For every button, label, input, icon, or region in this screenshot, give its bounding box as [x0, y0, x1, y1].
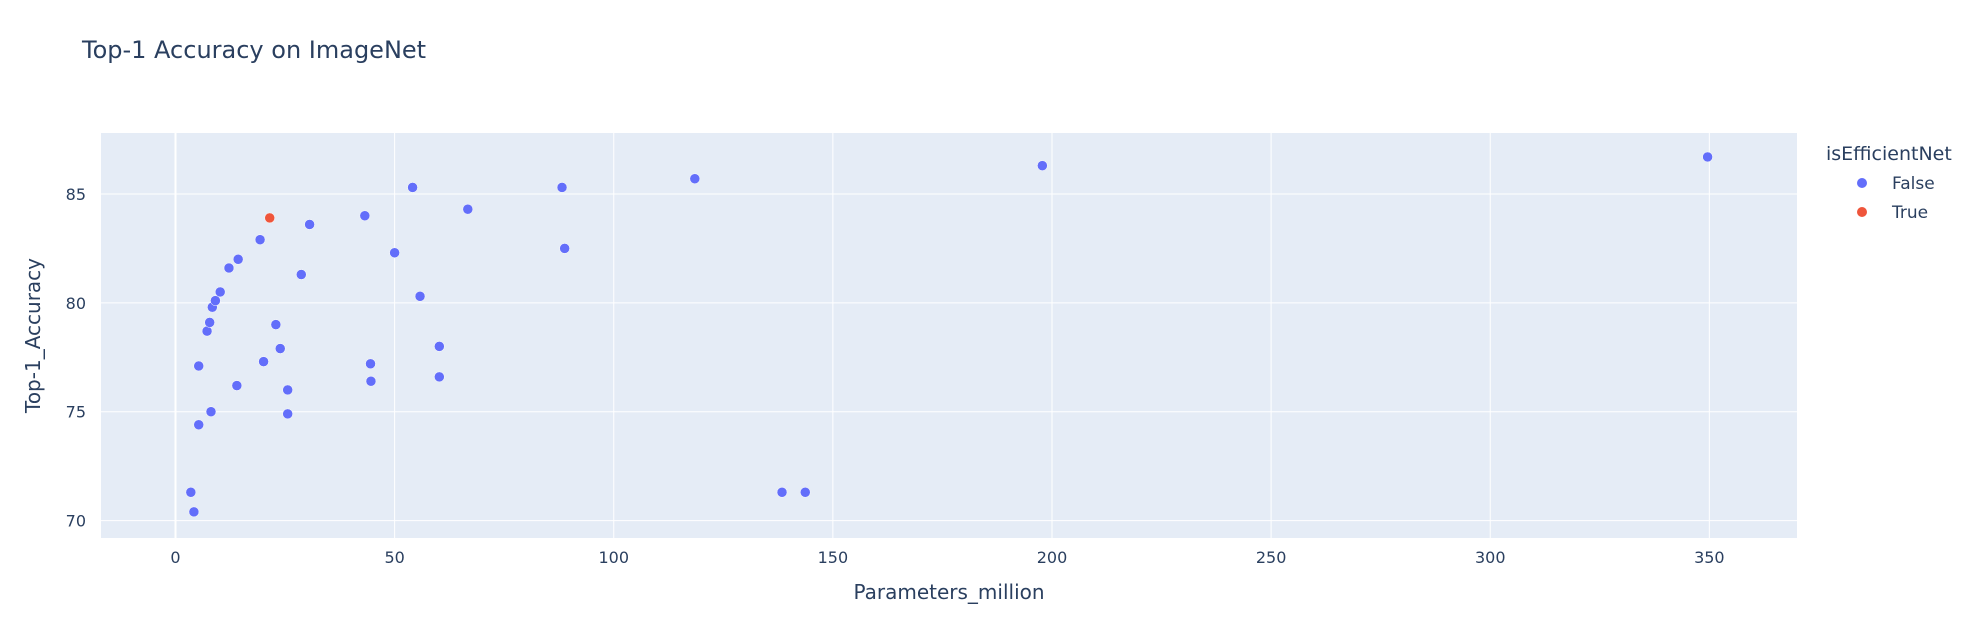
plot-area — [101, 133, 1797, 538]
x-tick-label: 0 — [170, 548, 180, 567]
x-tick-label: 150 — [818, 548, 849, 567]
legend-marker — [1857, 207, 1867, 217]
legend-item-false[interactable]: False — [1857, 174, 1935, 194]
point-false[interactable] — [282, 384, 293, 396]
point-false[interactable] — [462, 203, 474, 215]
gridlines — [101, 133, 1797, 538]
point-false[interactable] — [193, 360, 204, 372]
point-false[interactable] — [205, 406, 217, 417]
y-tick-label: 85 — [66, 185, 86, 204]
legend-items[interactable]: False True — [1857, 174, 1935, 223]
y-tick-label: 70 — [66, 512, 86, 531]
x-axis-title: Parameters_million — [853, 580, 1044, 604]
point-false[interactable] — [188, 506, 200, 518]
point-false[interactable] — [434, 341, 445, 352]
point-false[interactable] — [254, 234, 266, 245]
point-false[interactable] — [210, 295, 221, 306]
point-false[interactable] — [185, 487, 197, 498]
point-false[interactable] — [304, 219, 315, 230]
point-true[interactable] — [264, 212, 275, 224]
point-false[interactable] — [414, 291, 426, 302]
point-false[interactable] — [559, 243, 570, 254]
point-false[interactable] — [556, 182, 568, 193]
point-false[interactable] — [776, 487, 788, 498]
point-false[interactable] — [365, 358, 376, 370]
x-tick-label: 100 — [598, 548, 629, 567]
y-tick-label: 75 — [66, 403, 86, 422]
point-false[interactable] — [689, 173, 701, 184]
point-false[interactable] — [258, 356, 269, 367]
point-false[interactable] — [1037, 160, 1048, 171]
y-tick-label: 80 — [66, 294, 86, 313]
x-tick-label: 250 — [1256, 548, 1287, 567]
point-false[interactable] — [232, 254, 244, 265]
x-tick-label: 50 — [384, 548, 404, 567]
point-false[interactable] — [270, 319, 282, 330]
point-false[interactable] — [214, 286, 226, 298]
point-false[interactable] — [193, 419, 204, 431]
chart-title: Top-1 Accuracy on ImageNet — [81, 36, 426, 64]
point-false[interactable] — [201, 325, 213, 337]
x-tick-label: 300 — [1475, 548, 1506, 567]
x-tick-label: 200 — [1037, 548, 1068, 567]
legend-label: False — [1892, 174, 1935, 194]
y-axis-title: Top-1_Accuracy — [21, 258, 45, 414]
point-false[interactable] — [231, 380, 243, 391]
tick-labels: 0 50 100 150 200 250 300 350 70 75 80 85 — [66, 185, 1725, 567]
point-false[interactable] — [434, 371, 445, 383]
legend-item-true[interactable]: True — [1857, 203, 1928, 223]
point-false[interactable] — [282, 408, 293, 420]
point-false[interactable] — [407, 182, 418, 193]
point-false[interactable] — [204, 317, 215, 328]
point-false[interactable] — [389, 247, 400, 259]
point-false[interactable] — [274, 343, 286, 354]
data-points — [185, 151, 1713, 518]
point-false[interactable] — [1702, 151, 1713, 163]
legend[interactable]: isEfficientNet False True — [1826, 143, 1952, 223]
legend-label: True — [1891, 203, 1928, 223]
legend-title: isEfficientNet — [1826, 143, 1952, 165]
point-false[interactable] — [296, 269, 307, 280]
point-false[interactable] — [223, 262, 235, 274]
point-false[interactable] — [800, 487, 811, 498]
legend-marker — [1857, 178, 1867, 188]
point-false[interactable] — [365, 375, 377, 387]
point-false[interactable] — [359, 210, 371, 221]
x-tick-label: 350 — [1694, 548, 1725, 567]
